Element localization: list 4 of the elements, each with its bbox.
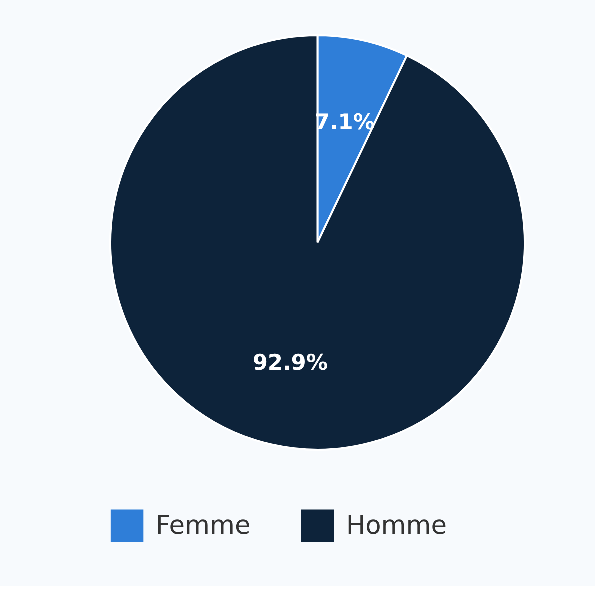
data-label: 92.9% xyxy=(252,350,328,376)
legend-label: Femme xyxy=(156,510,251,541)
pie-slice xyxy=(110,34,526,451)
legend-label: Homme xyxy=(346,510,448,541)
